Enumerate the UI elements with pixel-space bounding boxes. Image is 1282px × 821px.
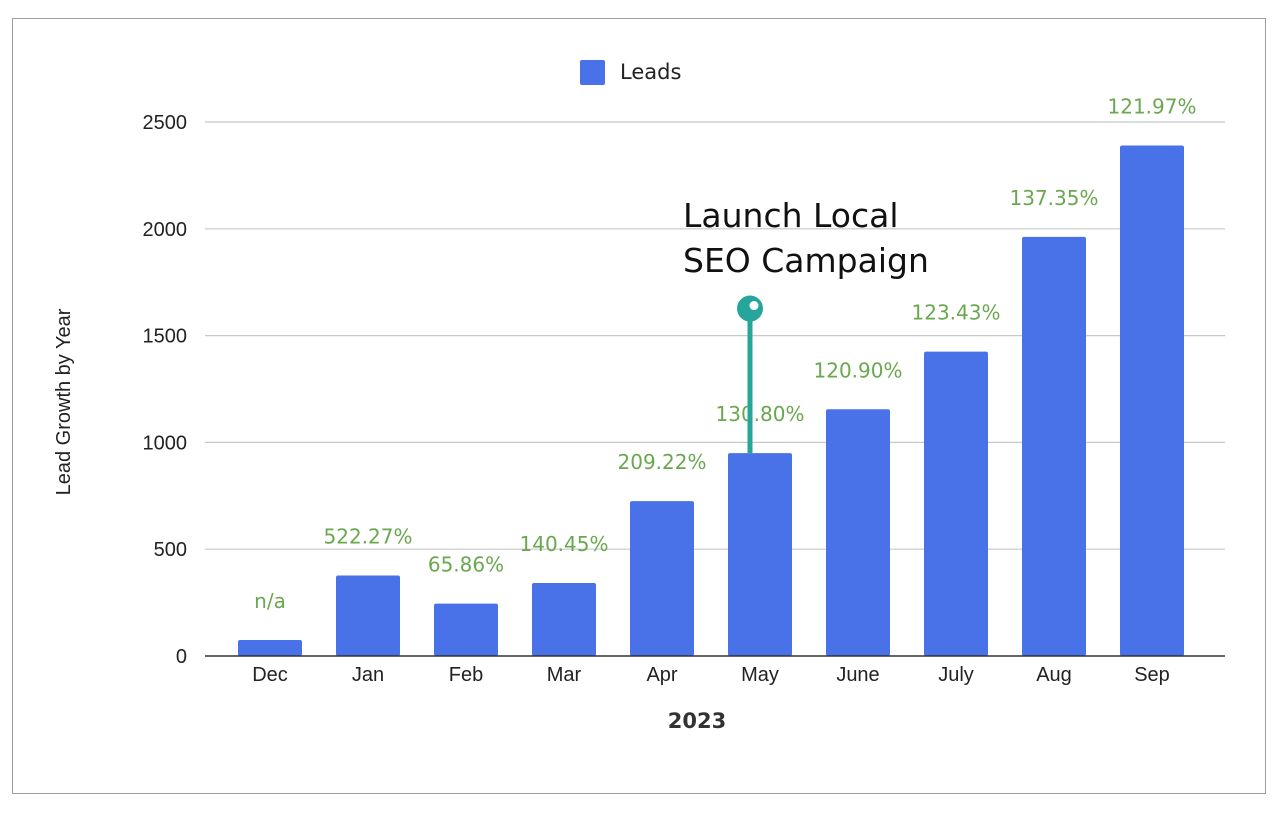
x-tick-label: Apr [646, 664, 677, 686]
data-label: 123.43% [912, 301, 1001, 325]
data-label: 130.80% [716, 402, 805, 426]
bar-aug[interactable] [1022, 236, 1086, 656]
bar-sep[interactable] [1120, 145, 1184, 656]
y-axis-title: Lead Growth by Year [53, 308, 75, 495]
bar-dec[interactable] [238, 639, 302, 656]
bar-feb[interactable] [434, 603, 498, 656]
y-tick-label: 1500 [143, 326, 188, 348]
x-tick-label: Sep [1134, 664, 1170, 686]
data-label: 137.35% [1010, 186, 1099, 210]
x-tick-label: Aug [1036, 664, 1072, 686]
data-label: 121.97% [1108, 94, 1197, 118]
x-tick-label: June [836, 664, 879, 686]
bar-june[interactable] [826, 409, 890, 656]
data-labels: n/a 522.27% 65.86% 140.45% 209.22% 130.80% 120… [254, 94, 1196, 612]
annotation-text-line-1: Launch Local [683, 196, 899, 235]
data-label: 140.45% [520, 532, 609, 556]
data-label: 65.86% [428, 553, 504, 577]
y-tick-label: 1000 [143, 432, 188, 454]
y-tick-label: 0 [176, 646, 187, 668]
x-tick-label: July [938, 664, 974, 686]
data-label: 120.90% [814, 358, 903, 382]
y-tick-label: 500 [154, 539, 187, 561]
legend-label-leads: Leads [620, 60, 681, 84]
bar-may[interactable] [728, 453, 792, 656]
annotation-marker-highlight [749, 301, 759, 311]
x-axis-title: 2023 [668, 709, 726, 733]
x-axis-ticks: Dec Jan Feb Mar Apr May June July Aug Sep [252, 664, 1170, 686]
data-label: 209.22% [618, 450, 707, 474]
data-label: n/a [254, 589, 286, 613]
annotation-text-line-2: SEO Campaign [683, 241, 929, 280]
bar-apr[interactable] [630, 501, 694, 656]
x-tick-label: Feb [449, 664, 483, 686]
legend-swatch-leads [580, 60, 605, 85]
bar-july[interactable] [924, 351, 988, 656]
y-tick-label: 2000 [143, 219, 188, 241]
bar-jan[interactable] [336, 575, 400, 656]
annotation: Launch Local SEO Campaign [683, 196, 929, 454]
x-tick-label: Dec [252, 664, 288, 686]
x-tick-label: May [741, 664, 779, 686]
y-tick-label: 2500 [143, 112, 188, 134]
data-label: 522.27% [324, 524, 413, 548]
x-tick-label: Mar [547, 664, 582, 686]
annotation-marker [737, 295, 763, 322]
bar-mar[interactable] [532, 582, 596, 656]
bars [238, 145, 1184, 656]
y-axis-ticks: 0 500 1000 1500 2000 2500 [143, 112, 188, 668]
x-tick-label: Jan [352, 664, 384, 686]
legend[interactable]: Leads [580, 60, 681, 85]
